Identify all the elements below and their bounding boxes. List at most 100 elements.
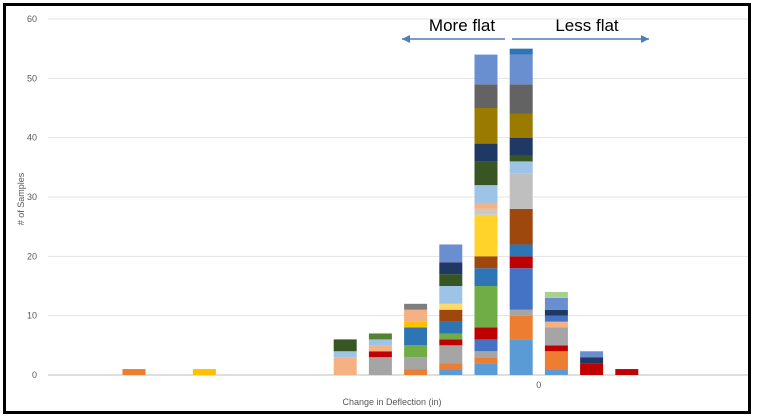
y-tick-label: 0 [32,370,37,380]
bar-segment [474,339,498,352]
bar-segment [439,321,463,334]
bar-segment [368,333,392,340]
bar-segment [474,256,498,269]
bar-segment [509,309,533,316]
bar-segment [474,286,498,328]
bar-segment [474,143,498,162]
bar-segment [439,244,463,263]
bar-segment [439,369,463,375]
annotations: More flat Less flat [402,16,649,43]
bar-stack [544,291,568,375]
x-tick-label: 0 [536,380,541,390]
bar-segment [544,291,568,298]
bar-segment [544,315,568,322]
bar-segment [474,54,498,85]
bar-stack [509,48,533,375]
bar-segment [404,357,428,370]
bar-segment [368,357,392,375]
bar-segment [509,173,533,209]
bar-segment [404,303,428,310]
bars [122,48,639,375]
bar-segment [333,357,357,375]
bar-segment [439,345,463,364]
bar-segment [368,339,392,346]
bar-stack [580,351,604,375]
bar-segment [544,297,568,310]
bar-segment [404,321,428,328]
bar-segment [474,202,498,209]
bar-segment [509,256,533,269]
gridlines [48,18,748,376]
bar-segment [509,48,533,55]
bar-segment [333,339,357,352]
bar-segment [509,208,533,245]
bar-segment [474,161,498,186]
bar-stack [404,303,428,375]
bar-segment [439,339,463,346]
bar-segment [474,214,498,257]
annotation-label: More flat [429,16,495,35]
bar-segment [544,369,568,375]
bar-segment [474,84,498,108]
bar-segment [509,54,533,85]
bar-segment [580,357,604,364]
bar-segment [474,268,498,286]
bar-segment [580,351,604,358]
y-tick-label: 10 [27,311,37,321]
bar-segment [509,155,533,162]
bar-segment [439,286,463,304]
bar-segment [474,363,498,375]
bar-segment [509,268,533,310]
bar-segment [509,315,533,340]
bar-segment [404,345,428,358]
bar-segment [404,327,428,346]
bar-segment [509,339,533,375]
bar-segment [544,321,568,328]
y-tick-label: 20 [27,251,37,261]
bar-segment [474,185,498,203]
bar-segment [544,327,568,346]
bar-segment [439,333,463,340]
bar-segment [474,351,498,358]
bar-segment [439,262,463,275]
bar-segment [580,363,604,375]
bar-stack [615,369,639,375]
tick-labels: 0 10 20 30 40 50 60 0 [27,14,541,390]
y-tick-label: 50 [27,73,37,83]
y-tick-label: 30 [27,192,37,202]
bar-segment [509,113,533,138]
bar-stack [122,369,146,375]
bar-segment [439,363,463,370]
bar-segment [368,351,392,358]
bar-stack [439,244,463,375]
x-axis-label: Change in Deflection (in) [342,397,441,407]
y-tick-label: 40 [27,133,37,143]
bar-segment [509,84,533,114]
bar-segment [439,303,463,310]
bar-segment [544,309,568,316]
bar-segment [615,369,639,375]
y-axis-label: # of Samples [16,172,26,225]
bar-segment [474,357,498,364]
bar-segment [474,208,498,215]
arrow-head [641,35,649,43]
bar-segment [474,327,498,340]
bar-segment [544,345,568,352]
bar-stack [192,369,216,375]
bar-segment [439,309,463,322]
bar-segment [474,108,498,144]
bar-segment [544,351,568,370]
y-tick-label: 60 [27,14,37,24]
bar-segment [368,345,392,352]
bar-segment [192,369,216,375]
bar-segment [509,137,533,156]
arrow-head [402,35,410,43]
bar-stack [333,339,357,375]
bar-segment [333,351,357,358]
bar-stack [474,54,498,375]
annotation-label: Less flat [555,16,619,35]
bar-segment [509,244,533,257]
bar-stack [368,333,392,375]
bar-segment [509,161,533,174]
